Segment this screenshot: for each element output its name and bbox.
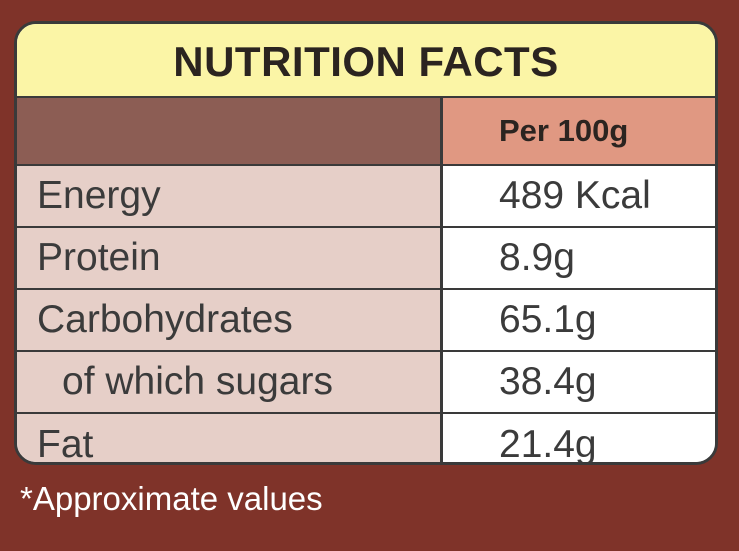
nutrient-value: 65.1g <box>443 290 715 350</box>
nutrient-name: Fat <box>17 414 443 462</box>
table-row: Carbohydrates 65.1g <box>17 290 715 352</box>
title-bar: NUTRITION FACTS <box>17 24 715 98</box>
nutrient-name: Energy <box>17 166 443 226</box>
table-row: Energy 489 Kcal <box>17 166 715 228</box>
nutrition-facts-panel: NUTRITION FACTS Per 100g Energy 489 Kcal… <box>14 21 718 465</box>
table-row: of which sugars 38.4g <box>17 352 715 414</box>
nutrient-value: 489 Kcal <box>443 166 715 226</box>
nutrition-title: NUTRITION FACTS <box>173 38 559 85</box>
nutrient-name: of which sugars <box>17 352 443 412</box>
per-100g-header: Per 100g <box>443 98 715 164</box>
nutrient-value: 8.9g <box>443 228 715 288</box>
table-row: Protein 8.9g <box>17 228 715 290</box>
nutrient-name: Carbohydrates <box>17 290 443 350</box>
table-row: Fat 21.4g <box>17 414 715 462</box>
table-header-row: Per 100g <box>17 98 715 166</box>
nutrient-value: 21.4g <box>443 414 715 462</box>
nutrient-value: 38.4g <box>443 352 715 412</box>
header-blank-cell <box>17 98 443 164</box>
nutrition-table: Per 100g Energy 489 Kcal Protein 8.9g Ca… <box>17 98 715 462</box>
nutrient-name: Protein <box>17 228 443 288</box>
footnote: *Approximate values <box>20 480 323 517</box>
